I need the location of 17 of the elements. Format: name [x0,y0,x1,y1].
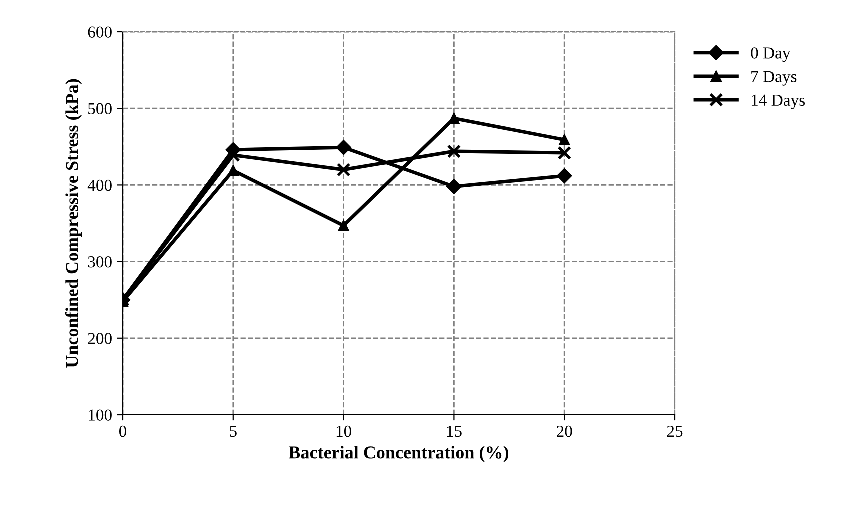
y-tick-label: 600 [88,26,112,38]
y-tick-label: 100 [89,410,112,421]
x-tick-label: 15 [447,426,462,438]
legend-label: 0 Day [751,48,791,62]
x-tick-label: 10 [336,426,352,438]
legend-label: 14 Days [752,94,806,110]
x-tick-label: 25 [667,426,683,438]
y-tick-label: 400 [88,180,112,192]
legend-label: 7 Days [752,71,797,86]
y-tick-label: 200 [88,333,112,344]
x-tick-label: 0 [119,426,127,438]
x-tick-label: 20 [557,426,572,438]
y-tick-label: 300 [88,256,112,268]
y-tick-label: 500 [88,103,112,115]
x-axis-title: Bacterial Concentration (%) [288,446,509,462]
x-tick-label: 5 [230,426,237,438]
y-axis-title: Unconfined Compressive Stress (kPa) [65,79,82,368]
